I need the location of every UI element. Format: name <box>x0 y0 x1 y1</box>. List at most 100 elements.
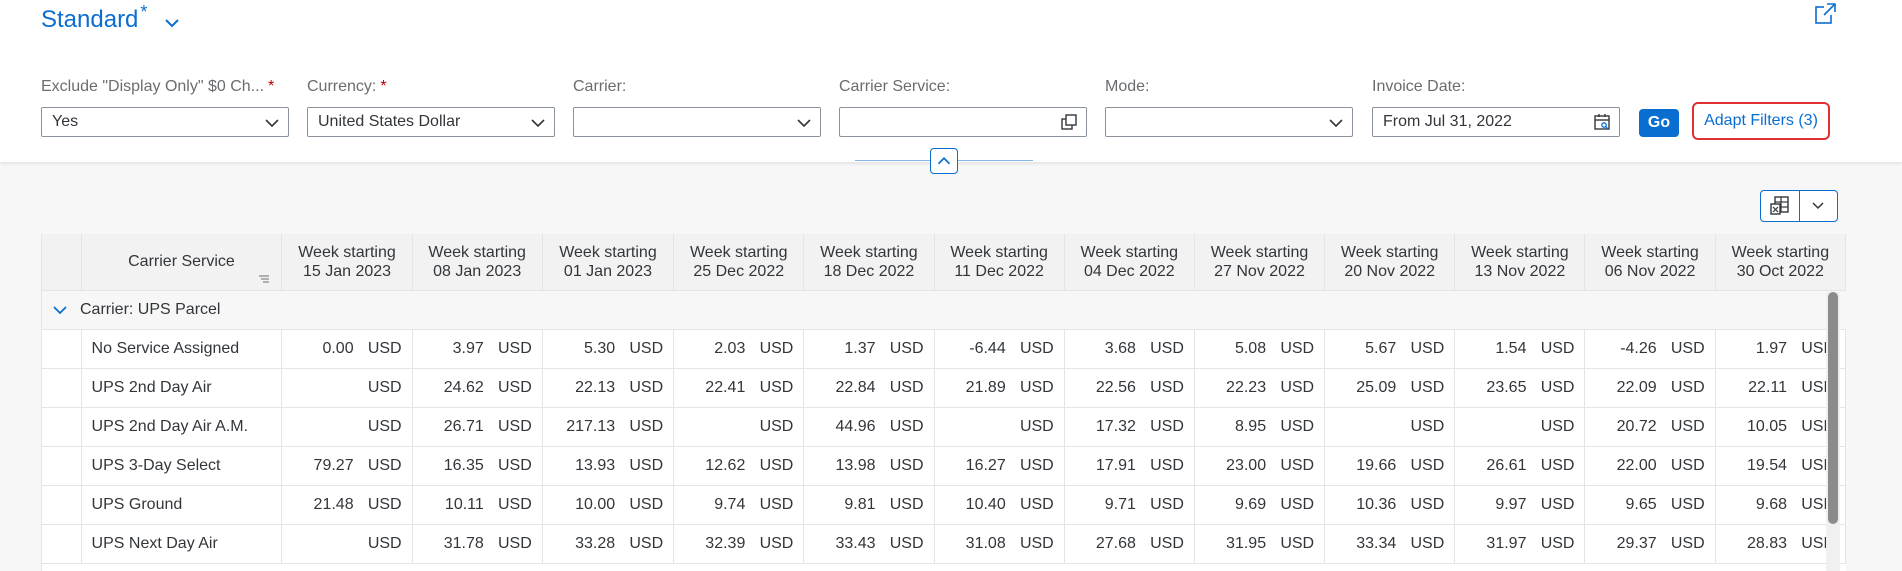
currency-code: USD <box>889 456 924 474</box>
column-header-label: Carrier Service <box>128 253 235 271</box>
amount-value: 217.13 <box>566 417 616 435</box>
week-column-header[interactable]: Week starting 25 Dec 2022 <box>673 234 805 291</box>
variant-name[interactable]: Standard <box>41 6 139 33</box>
chevron-down-icon[interactable] <box>796 115 812 131</box>
week-column-header[interactable]: Week starting 01 Jan 2023 <box>542 234 675 291</box>
table-export-menu-button[interactable] <box>1799 191 1837 221</box>
amount-cell: 29.37 USD <box>1584 524 1716 564</box>
row-selector[interactable] <box>42 368 82 408</box>
currency-code: USD <box>498 417 532 435</box>
carrier-service-cell: UPS 3-Day Select <box>81 446 283 486</box>
amount-cell: 10.40 USD <box>934 485 1065 525</box>
currency-code: USD <box>1019 456 1054 474</box>
amount-value: 26.71 <box>443 417 484 435</box>
currency-code: USD <box>889 417 924 435</box>
currency-code: USD <box>1670 456 1705 474</box>
row-selector[interactable] <box>42 524 82 564</box>
amount-value: 31.95 <box>1226 534 1267 552</box>
filter-bar-header: Standard * Exclude "Display Only" $0 Ch.… <box>0 0 1902 162</box>
exclude-display-only-select[interactable]: Yes <box>41 107 289 137</box>
currency-code: USD <box>1280 339 1315 357</box>
week-column-header[interactable]: Week starting 15 Jan 2023 <box>281 234 413 291</box>
amount-value: 5.08 <box>1234 339 1267 357</box>
value-help-icon[interactable] <box>1060 113 1078 131</box>
row-selector[interactable] <box>42 446 82 486</box>
currency-code: USD <box>629 378 664 396</box>
row-selector[interactable] <box>42 407 82 447</box>
amount-value: 13.98 <box>835 456 876 474</box>
chevron-down-icon[interactable] <box>530 115 546 131</box>
amount-cell: 9.68 USD <box>1715 485 1846 525</box>
collapse-header-button[interactable] <box>930 148 958 174</box>
group-row[interactable]: Carrier: UPS Parcel <box>42 290 1846 330</box>
week-column-header[interactable]: Week starting 04 Dec 2022 <box>1064 234 1195 291</box>
currency-code: USD <box>1540 339 1575 357</box>
currency-code: USD <box>1670 339 1705 357</box>
share-icon[interactable] <box>1813 2 1837 26</box>
amount-cell: 33.34 USD <box>1324 524 1456 564</box>
amount-cell: 32.39 USD <box>673 524 805 564</box>
carrier-service-cell: No Service Assigned <box>81 329 283 369</box>
week-column-header[interactable]: Week starting 20 Nov 2022 <box>1324 234 1456 291</box>
adapt-filters-button[interactable]: Adapt Filters (3) <box>1692 102 1830 140</box>
amount-cell: 22.09 USD <box>1584 368 1716 408</box>
table-row[interactable]: UPS Next Day Air USD 31.78 USD 33.28 USD 32.39… <box>42 524 1846 564</box>
row-selector[interactable] <box>42 485 82 525</box>
calendar-icon[interactable] <box>1593 113 1611 131</box>
amount-value: 12.62 <box>705 456 746 474</box>
amount-cell: 2.03 USD <box>673 329 805 369</box>
scrollbar-thumb[interactable] <box>1828 292 1838 524</box>
invoice-date-input[interactable]: From Jul 31, 2022 <box>1372 107 1620 137</box>
amount-value: 22.41 <box>705 378 746 396</box>
currency-code: USD <box>1410 534 1445 552</box>
currency-select[interactable]: United States Dollar <box>307 107 555 137</box>
table-export-button[interactable] <box>1761 191 1799 221</box>
amount-cell: 10.00 USD <box>542 485 675 525</box>
table-row[interactable]: UPS 3-Day Select 79.27 USD 16.35 USD 13.93 USD… <box>42 446 1846 486</box>
filter-mode: Mode: <box>1105 78 1353 137</box>
week-column-header[interactable]: Week starting 08 Jan 2023 <box>412 234 543 291</box>
week-column-header[interactable]: Week starting 18 Dec 2022 <box>803 234 935 291</box>
chevron-down-icon[interactable] <box>159 10 185 36</box>
currency-code: USD <box>1410 378 1445 396</box>
carrier-select[interactable] <box>573 107 821 137</box>
week-column-header[interactable]: Week starting 11 Dec 2022 <box>934 234 1065 291</box>
amount-value: 16.35 <box>443 456 484 474</box>
currency-code: USD <box>1019 495 1054 513</box>
currency-code: USD <box>1019 339 1054 357</box>
chevron-down-icon[interactable] <box>52 302 68 318</box>
carrier-service-column-header[interactable]: Carrier Service <box>81 234 283 291</box>
amount-value: 1.97 <box>1755 339 1787 357</box>
vertical-scrollbar[interactable] <box>1826 292 1840 571</box>
amount-cell: 3.68 USD <box>1064 329 1195 369</box>
amount-cell: 8.95 USD <box>1194 407 1326 447</box>
chevron-down-icon[interactable] <box>264 115 280 131</box>
variant-selector[interactable]: Standard * <box>41 2 185 36</box>
row-selector[interactable] <box>42 329 82 369</box>
week-column-header[interactable]: Week starting 06 Nov 2022 <box>1584 234 1716 291</box>
filter-label: Currency: * <box>307 78 387 95</box>
amount-value: 10.00 <box>575 495 616 513</box>
carrier-service-input[interactable] <box>839 107 1087 137</box>
chevron-down-icon[interactable] <box>1328 115 1344 131</box>
amount-value: 17.32 <box>1095 417 1136 435</box>
currency-code: USD <box>1150 534 1184 552</box>
week-column-header[interactable]: Week starting 30 Oct 2022 <box>1715 234 1846 291</box>
table-row[interactable]: UPS 2nd Day Air A.M. USD 26.71 USD 217.13 USD… <box>42 407 1846 447</box>
currency-code: USD <box>1410 339 1445 357</box>
table-row[interactable]: UPS 2nd Day Air USD 24.62 USD 22.13 USD 22.41 U… <box>42 368 1846 408</box>
currency-code: USD <box>1670 417 1705 435</box>
week-column-header[interactable]: Week starting 13 Nov 2022 <box>1454 234 1586 291</box>
week-column-header[interactable]: Week starting 27 Nov 2022 <box>1194 234 1326 291</box>
table-row[interactable]: UPS Ground 21.48 USD 10.11 USD 10.00 USD 9.74 US… <box>42 485 1846 525</box>
go-button[interactable]: Go <box>1639 109 1679 137</box>
mode-select[interactable] <box>1105 107 1353 137</box>
amount-value: 8.95 <box>1234 417 1267 435</box>
amount-value: 1.54 <box>1495 339 1527 357</box>
currency-code: USD <box>1019 378 1054 396</box>
amount-value: 44.96 <box>835 417 876 435</box>
row-selector-header[interactable] <box>42 234 82 291</box>
currency-code: USD <box>1540 495 1575 513</box>
amount-value: 9.68 <box>1755 495 1787 513</box>
table-row[interactable]: No Service Assigned 0.00 USD 3.97 USD 5.30 USD… <box>42 329 1846 369</box>
